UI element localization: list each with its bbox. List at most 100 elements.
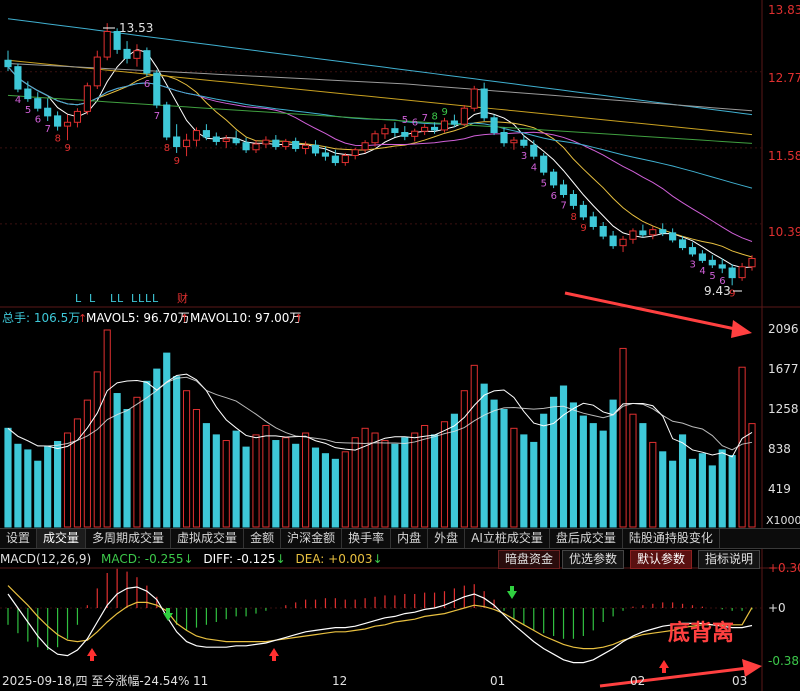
trend-arrowhead-price (731, 320, 752, 338)
tab-amount[interactable]: 金额 (244, 529, 282, 548)
tab-multi-period-volume[interactable]: 多周期成交量 (86, 529, 172, 548)
candle-body (182, 139, 191, 148)
dea-value: DEA: +0.003 (295, 552, 373, 566)
candle-body (83, 85, 91, 112)
candle-body (550, 171, 558, 186)
default-params-button[interactable]: 默认参数 (630, 550, 693, 569)
candle-body (480, 88, 488, 119)
volume-bar (14, 443, 22, 528)
volume-bar (331, 458, 339, 528)
ma120-line (7, 94, 753, 144)
diff-value: DIFF: -0.125 (203, 552, 276, 566)
volume-bar (133, 396, 141, 528)
date-range-info: 2025-09-18,四 至今涨幅-24.54% (2, 673, 189, 688)
candle-body (14, 66, 22, 90)
tab-hs-amount[interactable]: 沪深金额 (281, 529, 343, 548)
candle-body (510, 139, 518, 144)
td-count: 8 (570, 212, 576, 223)
candle-body (669, 232, 677, 241)
candle-body (371, 133, 379, 144)
candle-body (123, 48, 131, 59)
dark-pool-button[interactable]: 暗盘资金 (498, 550, 561, 569)
moving-average-lines (7, 18, 753, 269)
volume-bar (550, 396, 558, 528)
down-arrow-icon: ↓ (275, 552, 286, 566)
volume-total-label: 总手: 106.5万 (2, 311, 80, 325)
indicator-help-button[interactable]: 指标说明 (698, 550, 761, 569)
volume-bar (559, 385, 568, 528)
td-count: 9 (729, 288, 735, 299)
volume-bar (421, 424, 429, 528)
td-count: 6 (144, 79, 150, 90)
tab-ai-volume[interactable]: AI立桩成交量 (465, 529, 550, 548)
candle-body (450, 120, 458, 125)
candle-body (44, 107, 52, 117)
tab-inner-volume[interactable]: 内盘 (391, 529, 429, 548)
tab-settings[interactable]: 设置 (0, 529, 38, 548)
volume-bar (619, 347, 627, 528)
volume-axis-label: 1258 (768, 402, 799, 416)
volume-bar (639, 423, 647, 528)
up-arrow-icon: ↑ (294, 312, 303, 325)
tab-northbound-holdings[interactable]: 陆股通持股变化 (623, 529, 720, 548)
tab-volume[interactable]: 成交量 (37, 529, 87, 548)
td-count: 8 (432, 111, 438, 122)
candle-body (351, 149, 359, 157)
candle-body (599, 225, 607, 237)
volume-bar (688, 458, 697, 528)
volume-bar (341, 451, 349, 528)
volume-bar (510, 427, 518, 528)
volume-bar (411, 432, 419, 528)
volume-bar (292, 443, 300, 528)
candle-body (232, 138, 240, 144)
td-count: 7 (422, 113, 428, 124)
candle-body (222, 138, 230, 142)
volume-bar (698, 453, 706, 528)
mavol10-label: MAVOL10: 97.00万 (190, 311, 301, 325)
volume-bar (738, 366, 746, 528)
volume-bar (311, 447, 320, 528)
volume-bar (728, 455, 736, 528)
indicator-tab-bar: 设置 成交量 多周期成交量 虚拟成交量 金额 沪深金额 换手率 内盘 外盘 AI… (0, 528, 800, 549)
volume-axis-label: 838 (768, 442, 791, 456)
volume-bar (262, 424, 270, 528)
candle-body (24, 88, 32, 100)
golden-cross-marker-icon (87, 648, 97, 661)
td-count: 9 (441, 107, 447, 118)
bottom-divergence-annotation: 底背离 (668, 620, 734, 646)
td-count: 9 (65, 143, 71, 154)
up-arrow-icon: ↑ (78, 312, 87, 325)
volume-bar (748, 423, 756, 528)
signal-letter: L (75, 292, 82, 305)
candlesticks (4, 23, 756, 286)
candle-body (470, 88, 478, 109)
candle-body (579, 204, 587, 218)
tab-after-hours-volume[interactable]: 盘后成交量 (550, 529, 623, 548)
volume-bar (113, 393, 121, 528)
tab-virtual-volume[interactable]: 虚拟成交量 (171, 529, 245, 548)
candle-body (629, 230, 637, 240)
macd-lines (7, 585, 753, 664)
optimal-params-button[interactable]: 优选参数 (562, 550, 625, 569)
volume-bar (34, 460, 42, 528)
candle-body (559, 184, 568, 196)
price-axis-label: 13.83 (768, 3, 800, 17)
ma5-line (7, 48, 753, 269)
td-count: 4 (15, 95, 21, 106)
candle-body (391, 128, 399, 134)
macd-axis-label: -0.380 (768, 654, 800, 668)
volume-bar (153, 368, 161, 528)
candle-body (341, 155, 349, 164)
candle-body (688, 247, 697, 255)
volume-bar (173, 376, 181, 528)
volume-bar (540, 413, 548, 528)
volume-bar (381, 440, 389, 528)
candle-body (708, 259, 716, 266)
candle-body (609, 235, 617, 247)
tab-outer-volume[interactable]: 外盘 (428, 529, 466, 548)
td-count: 8 (55, 134, 61, 145)
month-label: 11 (193, 674, 208, 688)
tab-turnover[interactable]: 换手率 (342, 529, 392, 548)
volume-bar (579, 415, 587, 528)
